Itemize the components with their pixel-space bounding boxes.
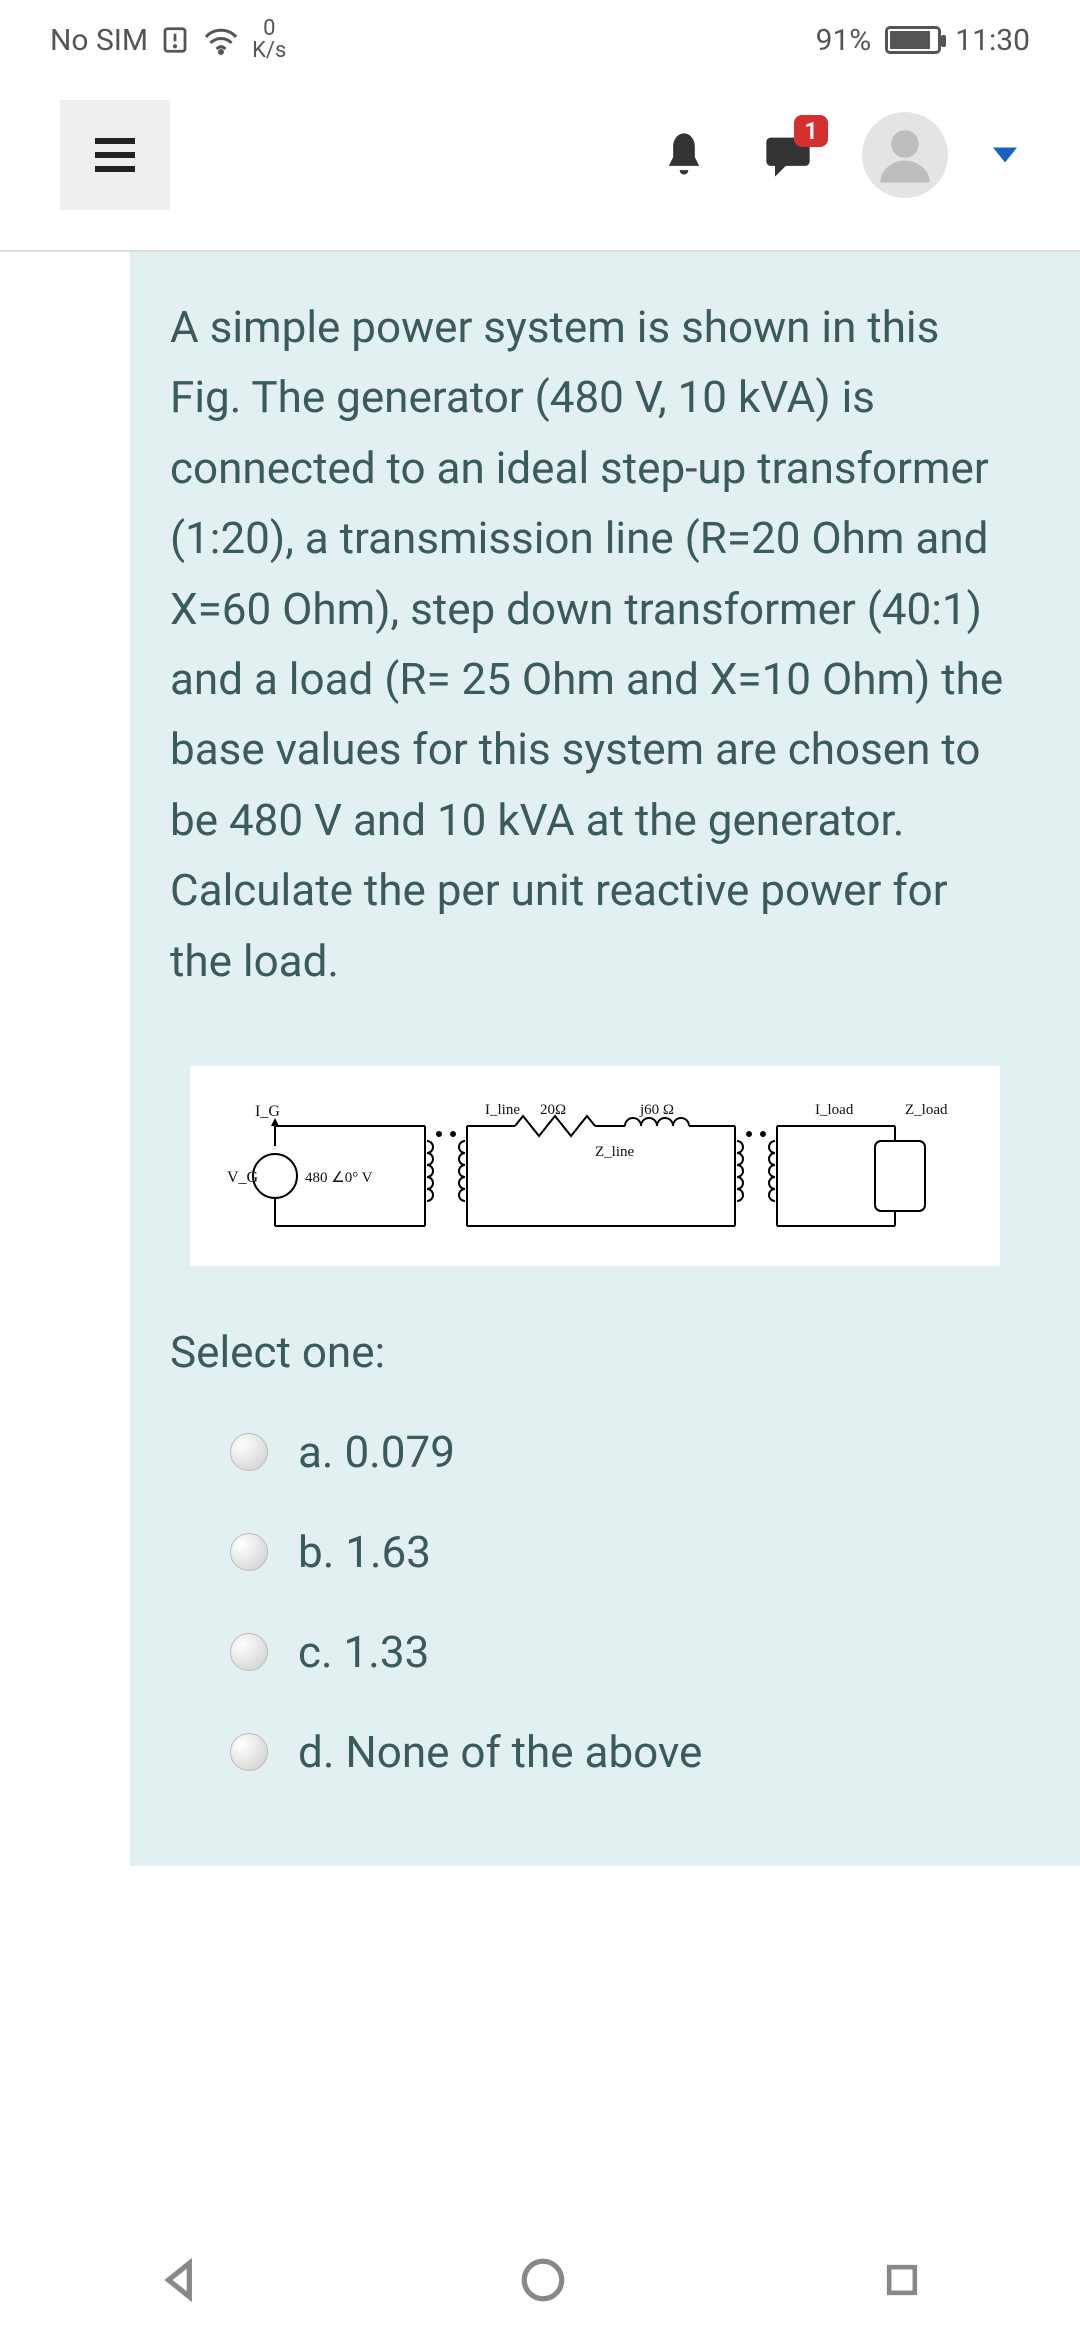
app-header: 1 — [0, 80, 1080, 250]
option-c[interactable]: c. 1.33 — [230, 1626, 1020, 1678]
bell-icon — [658, 129, 710, 181]
zline-label: Z_line — [595, 1144, 634, 1160]
battery-percent: 91% — [816, 23, 872, 58]
system-nav-bar — [0, 2220, 1080, 2340]
recent-button[interactable] — [880, 2258, 924, 2302]
options-list: a. 0.079 b. 1.63 c. 1.33 d. None of the … — [170, 1426, 1020, 1778]
menu-button[interactable] — [60, 100, 170, 210]
sim-status: No SIM — [50, 23, 148, 58]
select-one-label: Select one: — [170, 1326, 1020, 1378]
option-label: c. 1.33 — [298, 1626, 429, 1678]
notifications-button[interactable] — [654, 125, 714, 185]
messages-badge: 1 — [794, 115, 828, 147]
messages-button[interactable]: 1 — [758, 125, 818, 185]
dropdown-icon[interactable] — [990, 143, 1020, 167]
option-b[interactable]: b. 1.63 — [230, 1526, 1020, 1578]
iline-label: I_line — [485, 1102, 520, 1118]
ig-label: I_G — [255, 1103, 280, 1120]
option-label: a. 0.079 — [298, 1426, 455, 1478]
question-text: A simple power system is shown in this F… — [170, 292, 1020, 996]
rline-label: 20Ω — [540, 1102, 566, 1118]
alert-icon — [160, 25, 190, 55]
radio-icon — [230, 1633, 268, 1671]
radio-icon — [230, 1533, 268, 1571]
home-button[interactable] — [518, 2255, 568, 2305]
hamburger-icon — [90, 135, 140, 175]
clock: 11:30 — [955, 23, 1030, 58]
wifi-icon — [202, 25, 240, 55]
vg-label: V_G — [227, 1169, 259, 1186]
back-button[interactable] — [156, 2255, 206, 2305]
radio-icon — [230, 1433, 268, 1471]
radio-icon — [230, 1733, 268, 1771]
question-card: A simple power system is shown in this F… — [130, 252, 1080, 1866]
avatar-button[interactable] — [862, 112, 948, 198]
avatar-icon — [872, 122, 938, 188]
circuit-diagram: I_G V_G 480 ∠0° V — [190, 1066, 1000, 1266]
option-d[interactable]: d. None of the above — [230, 1726, 1020, 1778]
iload-label: I_load — [815, 1102, 854, 1118]
source-label: 480 ∠0° V — [305, 1170, 373, 1186]
option-label: b. 1.63 — [298, 1526, 431, 1578]
option-label: d. None of the above — [298, 1726, 702, 1778]
network-speed: 0 K/s — [252, 18, 286, 62]
zload-label: Z_load — [905, 1102, 948, 1118]
battery-icon — [885, 26, 941, 54]
xline-label: j60 Ω — [639, 1102, 674, 1118]
status-bar: No SIM 0 K/s 91% 11:30 — [0, 0, 1080, 80]
option-a[interactable]: a. 0.079 — [230, 1426, 1020, 1478]
